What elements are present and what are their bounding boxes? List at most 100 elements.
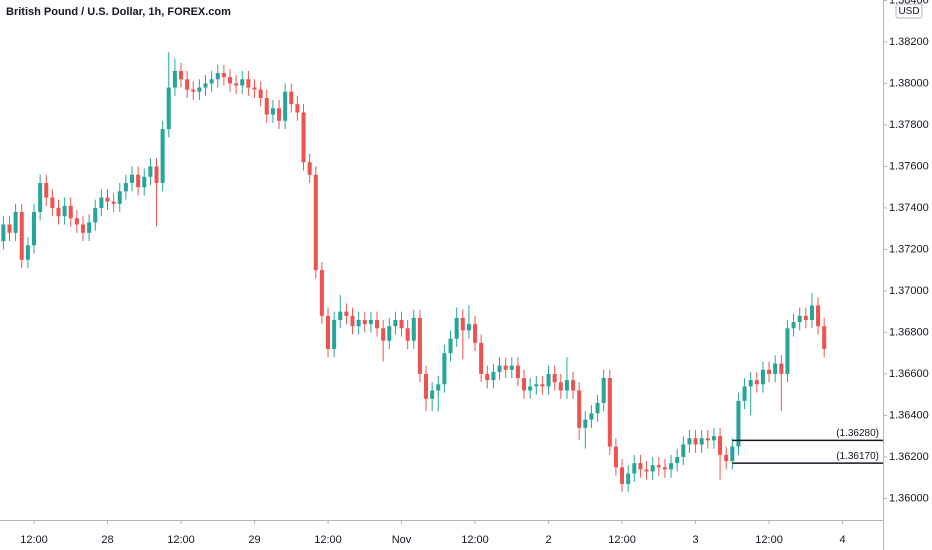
y-tick-label: 1.37200	[889, 243, 929, 255]
chart-title: British Pound / U.S. Dollar, 1h, FOREX.c…	[6, 6, 231, 18]
candle-body	[276, 108, 282, 121]
y-tick-label: 1.37000	[889, 285, 929, 297]
candle-body	[117, 191, 122, 204]
y-tick-label: 1.38400	[889, 0, 929, 6]
y-tick-label: 1.37400	[889, 202, 929, 214]
candle-body	[773, 363, 778, 374]
candle-body	[7, 224, 12, 233]
candle-body	[289, 91, 294, 105]
candle-body	[797, 315, 802, 323]
candle-body	[375, 319, 380, 329]
candle-body	[270, 108, 275, 115]
candle-body	[767, 369, 772, 374]
currency-label: USD	[898, 6, 919, 17]
candle-body	[601, 378, 606, 403]
candle-body	[166, 87, 171, 130]
x-tick-label: 3	[692, 534, 698, 546]
candle-body	[87, 222, 92, 233]
candle-body	[675, 456, 680, 464]
candle-body	[19, 212, 24, 260]
currency-badge	[895, 3, 923, 19]
candle-body	[442, 353, 447, 385]
candle-body	[1, 224, 6, 242]
candle-body	[742, 386, 747, 401]
candle-body	[111, 201, 116, 204]
candle-body	[50, 197, 55, 208]
candle-body	[571, 380, 576, 391]
y-tick-label: 1.37800	[889, 119, 929, 131]
candle-body	[479, 342, 484, 374]
candle-body	[803, 315, 808, 320]
candle-body	[148, 166, 153, 177]
candle-body	[105, 197, 110, 202]
candle-body	[319, 270, 324, 316]
x-tick-label: 29	[248, 534, 260, 546]
candle-body	[129, 174, 135, 184]
candle-body	[644, 469, 649, 472]
candle-body	[160, 129, 165, 184]
candle-body	[332, 319, 337, 350]
x-tick-label: Nov	[392, 534, 412, 546]
candle-body	[197, 87, 202, 92]
candle-body	[411, 317, 416, 341]
plot-area: (1.36280) (1.36170)	[1, 52, 883, 493]
candle-body	[417, 317, 422, 374]
candle-body	[730, 446, 735, 462]
candle-body	[393, 319, 398, 327]
candle-body	[264, 97, 269, 115]
candle-body	[142, 176, 147, 188]
candle-body	[822, 326, 827, 350]
candle-body	[68, 205, 73, 219]
candle-body	[779, 363, 784, 374]
x-tick-label: 12:00	[314, 534, 342, 546]
candle-body	[693, 438, 698, 445]
candle-body	[430, 390, 435, 399]
candle-body	[307, 162, 312, 175]
candle-body	[448, 338, 453, 354]
candle-body	[515, 365, 520, 379]
candle-body	[595, 402, 600, 414]
candle-body	[154, 166, 159, 184]
candle-body	[295, 104, 300, 113]
candle-body	[258, 89, 263, 98]
candle-body	[191, 89, 196, 92]
candle-body	[558, 382, 563, 391]
candle-body	[656, 465, 661, 468]
candle-body	[399, 319, 404, 329]
candle-body	[638, 463, 643, 470]
x-tick-label: 4	[840, 534, 846, 546]
candle-body	[564, 380, 569, 391]
candle-body	[509, 365, 514, 370]
candle-body	[460, 317, 465, 331]
candle-body	[387, 326, 392, 341]
candle-body	[466, 324, 471, 331]
candle-body	[31, 212, 37, 246]
candle-body	[44, 183, 49, 198]
candle-body	[540, 384, 545, 387]
price-line-label: (1.36170)	[836, 451, 879, 462]
candle-body	[650, 465, 655, 472]
candle-body	[699, 438, 704, 445]
candle-body	[620, 467, 625, 484]
candle-body	[381, 328, 386, 341]
candle-body	[436, 384, 441, 391]
x-tick-label: 12:00	[608, 534, 636, 546]
candle-body	[662, 467, 667, 470]
x-tick-label: 12:00	[755, 534, 783, 546]
candle-body	[791, 322, 796, 329]
candle-body	[344, 311, 349, 316]
candle-body	[185, 79, 190, 90]
x-tick-label: 2	[545, 534, 551, 546]
candle-body	[589, 413, 594, 420]
candle-body	[350, 315, 355, 327]
candle-body	[705, 438, 710, 441]
candle-body	[809, 305, 814, 320]
candle-body	[577, 390, 582, 428]
candle-body	[687, 438, 692, 445]
candle-body	[172, 70, 177, 88]
y-tick-label: 1.36200	[889, 451, 929, 463]
candle-body	[283, 91, 288, 121]
candle-body	[552, 373, 557, 383]
candle-body	[711, 436, 716, 441]
